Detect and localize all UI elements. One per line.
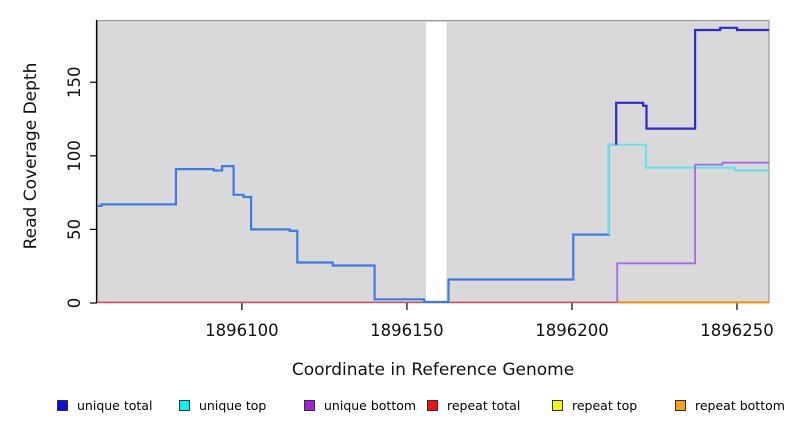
y-tick-label: 150: [65, 66, 84, 98]
y-axis-title: Read Coverage Depth: [21, 62, 41, 250]
x-axis-title: Coordinate in Reference Genome: [291, 360, 575, 380]
coverage-gap: [426, 22, 447, 302]
x-tick-label: 1896100: [205, 321, 279, 340]
y-tick-label: 0: [65, 298, 84, 309]
series-unique-total-right-segment-: [615, 26, 769, 145]
series-unique-top: [607, 143, 769, 235]
series-unique-bottom: [616, 161, 769, 303]
x-tick-label: 1896150: [370, 321, 444, 340]
y-tick-label: 100: [65, 140, 84, 172]
x-tick-label: 1896250: [700, 321, 774, 340]
x-tick-label: 1896200: [535, 321, 609, 340]
y-tick-label: 50: [65, 219, 84, 240]
series-unique-total-left-segment-: [97, 143, 617, 304]
